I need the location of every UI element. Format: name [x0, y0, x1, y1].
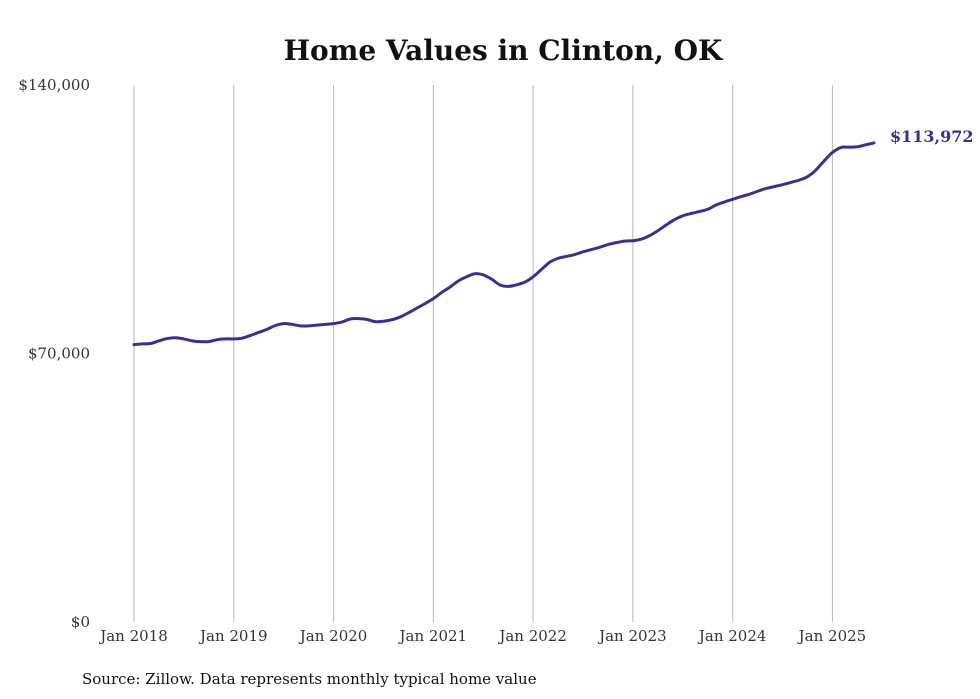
home-value-series-line [132, 141, 876, 347]
series-line-group [132, 141, 876, 347]
x-tick-label: Jan 2023 [597, 627, 667, 645]
latest-value-label: $113,972 [890, 127, 974, 146]
y-axis-tick-labels: $0 $70,000 $140,000 [18, 76, 90, 631]
x-tick-label: Jan 2024 [697, 627, 767, 645]
x-tick-label: Jan 2021 [398, 627, 468, 645]
x-tick-label: Jan 2020 [298, 627, 368, 645]
x-axis-tick-labels: Jan 2018 Jan 2019 Jan 2020 Jan 2021 Jan 2022… [98, 627, 866, 645]
y-tick-label: $140,000 [18, 76, 90, 94]
x-tick-label: Jan 2018 [98, 627, 168, 645]
chart-title: Home Values in Clinton, OK [284, 34, 724, 67]
source-note: Source: Zillow. Data represents monthly … [82, 670, 537, 688]
x-tick-label: Jan 2022 [497, 627, 567, 645]
y-tick-label: $0 [71, 613, 90, 631]
y-tick-label: $70,000 [28, 345, 90, 363]
x-grid-lines [133, 85, 833, 622]
x-tick-label: Jan 2019 [198, 627, 268, 645]
x-tick-label: Jan 2025 [797, 627, 867, 645]
